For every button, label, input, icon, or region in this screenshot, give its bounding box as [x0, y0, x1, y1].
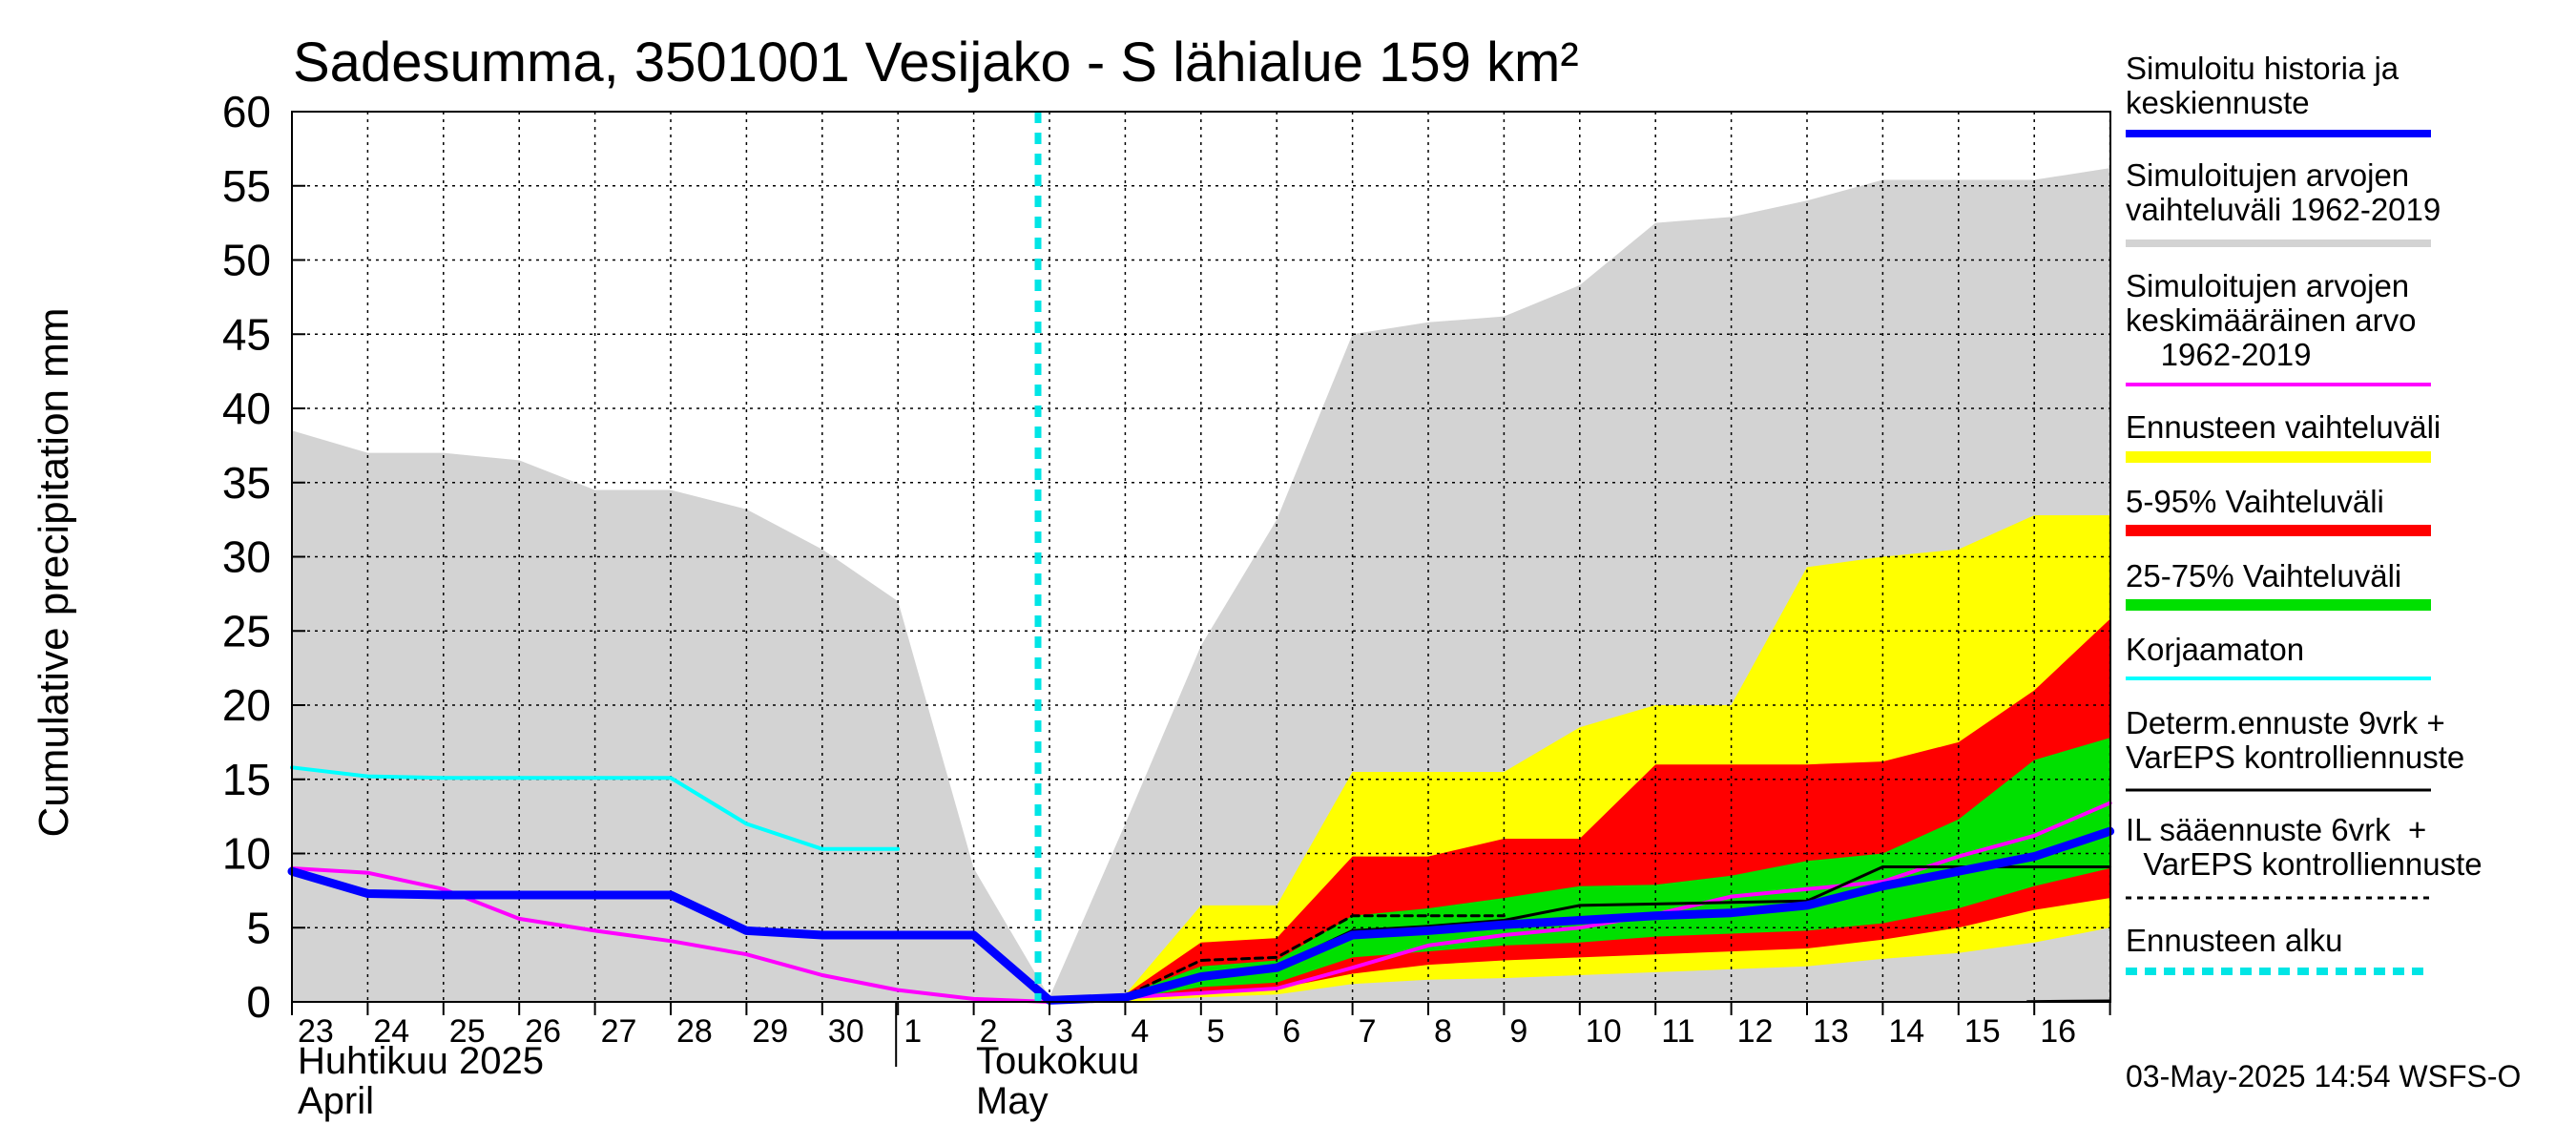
x-tick-label: 2	[980, 1013, 998, 1050]
y-tick-label: 0	[246, 977, 271, 1027]
month-label-may-fi: Toukokuu	[976, 1040, 1140, 1082]
line-korjaamaton	[290, 765, 901, 851]
x-tick-label: 11	[1661, 1013, 1694, 1050]
y-tick-label: 15	[222, 755, 271, 804]
x-tick-label: 30	[828, 1013, 864, 1050]
line-history-median	[287, 826, 2115, 1005]
x-tick-label: 16	[2040, 1013, 2076, 1050]
band-area-3	[1049, 738, 2110, 1002]
x-tick-label: 24	[373, 1013, 409, 1050]
x-tick-label: 10	[1586, 1013, 1622, 1050]
y-tick-label: 35	[222, 458, 271, 508]
month-label-april-en: April	[298, 1080, 375, 1122]
y-tick-label: 60	[222, 87, 271, 136]
x-tick-label: 6	[1282, 1013, 1300, 1050]
y-tick-label: 10	[222, 829, 271, 879]
legend-label-korjaamaton: Korjaamaton	[2126, 632, 2305, 667]
timestamp-footer: 03-May-2025 14:54 WSFS-O	[2126, 1059, 2522, 1093]
chart-title: Sadesumma, 3501001 Vesijako - S lähialue…	[293, 31, 1579, 94]
y-tick-label: 45	[222, 309, 271, 359]
legend-label-forecast-start: Ennusteen alku	[2126, 923, 2343, 958]
x-tick-label: 5	[1207, 1013, 1225, 1050]
y-tick-label: 30	[222, 532, 271, 582]
y-tick-label: 55	[222, 161, 271, 211]
y-tick-label: 20	[222, 680, 271, 730]
month-label-april-fi: Huhtikuu 2025	[298, 1040, 544, 1082]
line-il-forecast	[1048, 914, 1506, 1002]
x-tick-label: 23	[298, 1013, 334, 1050]
y-tick-label: 50	[222, 236, 271, 285]
legend-label-25-75: 25-75% Vaihteluväli	[2126, 558, 2402, 593]
y-tick-label: 5	[246, 903, 271, 952]
x-tick-label: 8	[1434, 1013, 1452, 1050]
y-axis-label: Cumulative precipitation mm	[31, 307, 77, 838]
x-tick-label: 12	[1737, 1013, 1774, 1050]
y-tick-label: 40	[222, 384, 271, 433]
x-tick-label: 9	[1509, 1013, 1527, 1050]
legend-label-history: Simuloitu historia ja keskiennuste	[2126, 51, 2399, 120]
legend-label-forecast-range: Ennusteen vaihteluväli	[2126, 409, 2441, 445]
x-tick-label: 13	[1813, 1013, 1849, 1050]
x-tick-label: 14	[1888, 1013, 1924, 1050]
line-sim-mean	[290, 801, 2112, 1004]
x-tick-label: 3	[1055, 1013, 1073, 1050]
legend-label-sim-mean: Simuloitujen arvojen keskimääräinen arvo…	[2126, 268, 2417, 372]
x-tick-label: 7	[1359, 1013, 1377, 1050]
y-tick-label: 25	[222, 606, 271, 656]
x-tick-label: 27	[601, 1013, 637, 1050]
x-tick-label: 25	[449, 1013, 486, 1050]
x-tick-label: 29	[752, 1013, 788, 1050]
x-tick-label: 15	[1964, 1013, 2001, 1050]
legend-label-sim-range: Simuloitujen arvojen vaihteluväli 1962-2…	[2126, 157, 2441, 227]
x-tick-label: 26	[525, 1013, 561, 1050]
month-label-may-en: May	[976, 1080, 1049, 1122]
x-tick-label: 28	[676, 1013, 713, 1050]
x-tick-label: 1	[904, 1013, 922, 1050]
x-tick-label: 4	[1131, 1013, 1149, 1050]
legend-label-il: IL sääennuste 6vrk + VarEPS kontrollienn…	[2126, 812, 2483, 882]
legend-label-5-95: 5-95% Vaihteluväli	[2126, 484, 2384, 519]
legend-label-determ: Determ.ennuste 9vrk + VarEPS kontrollien…	[2126, 705, 2465, 775]
